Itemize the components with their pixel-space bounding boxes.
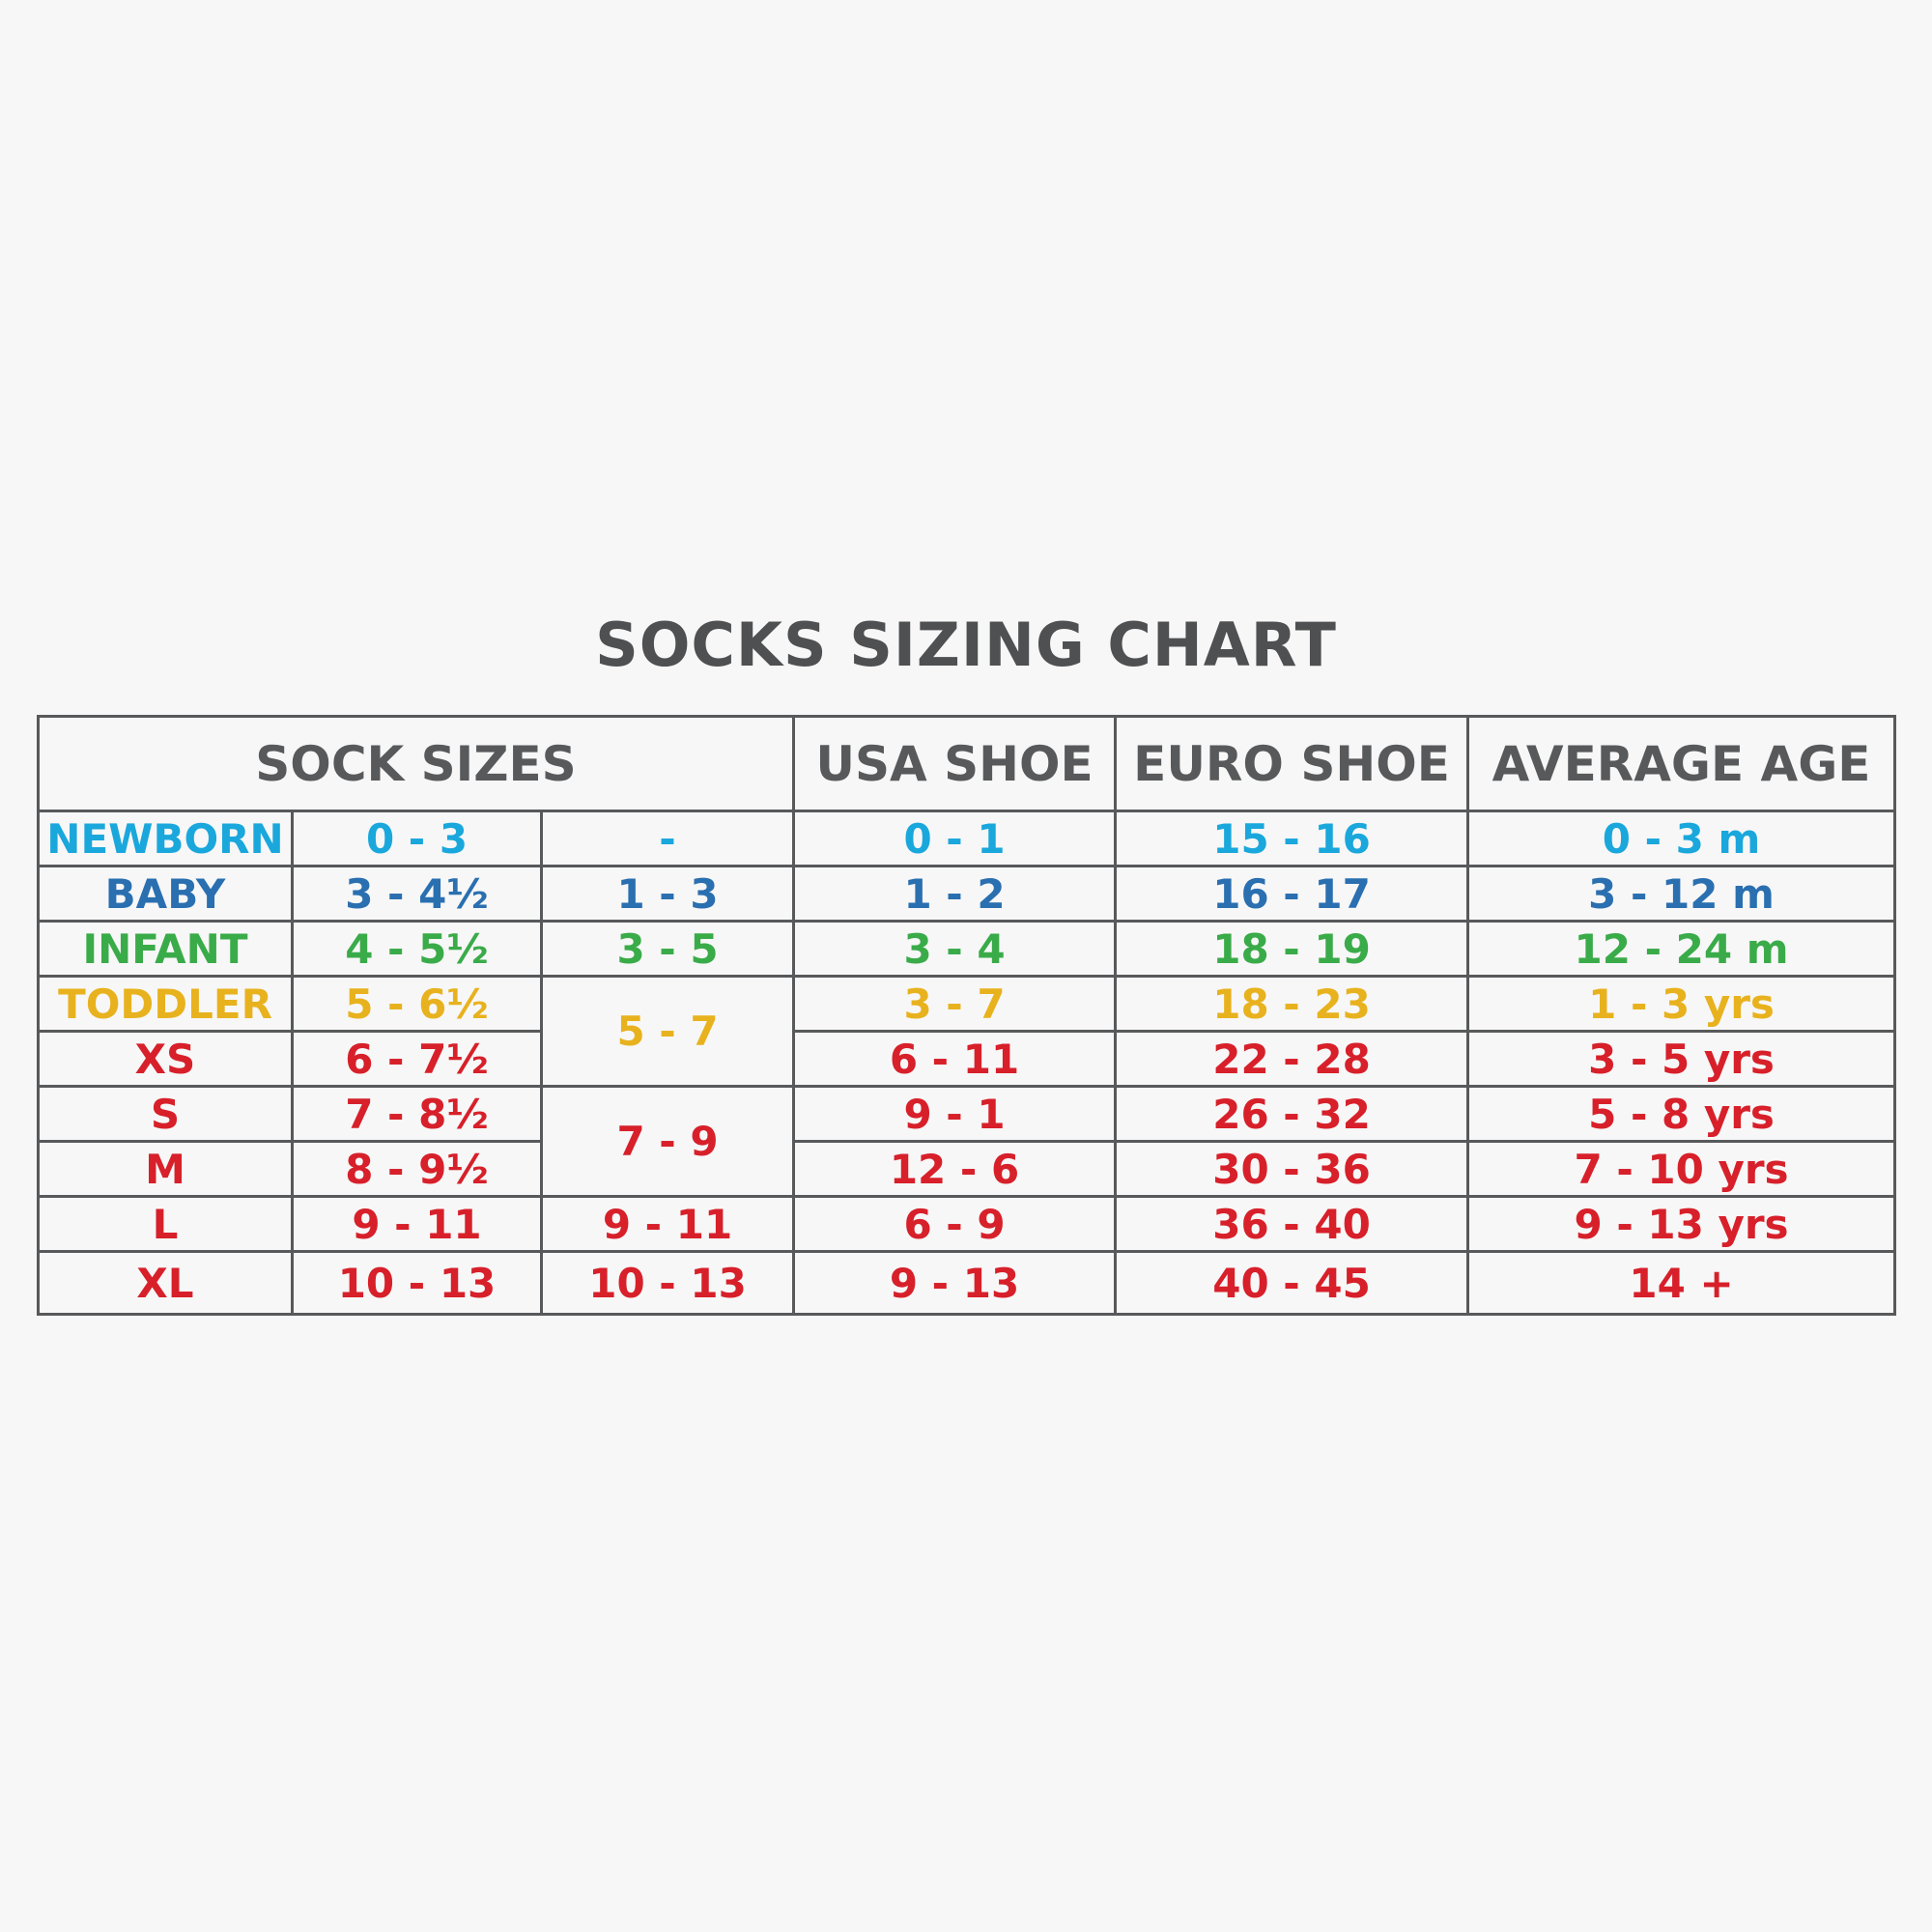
euro-shoe: 15 - 16: [1114, 810, 1470, 867]
usa-shoe: 12 - 6: [792, 1140, 1118, 1198]
table-row: BABY 3 - 4½ 1 - 3 1 - 2 16 - 17 3 - 12 m: [37, 865, 1897, 923]
usa-shoe: 0 - 1: [792, 810, 1118, 867]
table-row: M 8 - 9½ 12 - 6 30 - 36 7 - 10 yrs: [37, 1140, 1897, 1198]
sock-size: 9 - 11: [291, 1195, 543, 1253]
table-row: XL 10 - 13 10 - 13 9 - 13 40 - 45 14 +: [37, 1250, 1897, 1316]
sock-size: 10 - 13: [291, 1250, 543, 1316]
average-age: 3 - 12 m: [1466, 865, 1897, 923]
euro-shoe: 18 - 19: [1114, 920, 1470, 978]
size-label: M: [37, 1140, 294, 1198]
grouped-sock-size: 3 - 5: [539, 920, 796, 978]
sock-size: 0 - 3: [291, 810, 543, 867]
grouped-sock-size: 1 - 3: [539, 865, 796, 923]
usa-shoe: 1 - 2: [792, 865, 1118, 923]
average-age: 3 - 5 yrs: [1466, 1030, 1897, 1088]
table-row: TODDLER 5 - 6½ 5 - 7 3 - 7 18 - 23 1 - 3…: [37, 975, 1897, 1088]
header-usa-shoe: USA SHOE: [792, 715, 1118, 812]
chart-title: SOCKS SIZING CHART: [595, 610, 1337, 680]
usa-shoe: 3 - 7: [792, 975, 1118, 1033]
size-label: XL: [37, 1250, 294, 1316]
header-row: SOCK SIZES USA SHOE EURO SHOE AVERAGE AG…: [36, 715, 1897, 812]
grouped-sock-size: 7 - 9: [539, 1085, 796, 1198]
average-age: 0 - 3 m: [1466, 810, 1897, 867]
average-age: 1 - 3 yrs: [1466, 975, 1897, 1033]
grouped-sock-size: 5 - 7: [539, 975, 796, 1088]
header-sock-sizes: SOCK SIZES: [36, 715, 796, 812]
size-label: INFANT: [37, 920, 294, 978]
table-row: NEWBORN 0 - 3 - 0 - 1 15 - 16 0 - 3 m: [37, 810, 1897, 867]
euro-shoe: 36 - 40: [1114, 1195, 1470, 1253]
usa-shoe: 9 - 13: [792, 1250, 1118, 1316]
grouped-sock-size: -: [539, 810, 796, 867]
size-label: TODDLER: [37, 975, 294, 1033]
grouped-sock-size: 9 - 11: [539, 1195, 796, 1253]
average-age: 9 - 13 yrs: [1466, 1195, 1897, 1253]
euro-shoe: 30 - 36: [1114, 1140, 1470, 1198]
euro-shoe: 18 - 23: [1114, 975, 1470, 1033]
euro-shoe: 26 - 32: [1114, 1085, 1470, 1143]
table-row: INFANT 4 - 5½ 3 - 5 3 - 4 18 - 19 12 - 2…: [37, 920, 1897, 978]
sock-size: 7 - 8½: [291, 1085, 543, 1143]
table-row: S 7 - 8½ 7 - 9 9 - 1 26 - 32 5 - 8 yrs: [37, 1085, 1897, 1198]
sock-size: 5 - 6½: [291, 975, 543, 1033]
size-label: L: [37, 1195, 294, 1253]
size-label: BABY: [37, 865, 294, 923]
sock-size: 4 - 5½: [291, 920, 543, 978]
average-age: 5 - 8 yrs: [1466, 1085, 1897, 1143]
average-age: 14 +: [1466, 1250, 1897, 1316]
usa-shoe: 3 - 4: [792, 920, 1118, 978]
sock-size: 6 - 7½: [291, 1030, 543, 1088]
sizing-table: SOCK SIZES USA SHOE EURO SHOE AVERAGE AG…: [36, 715, 1897, 1316]
size-label: NEWBORN: [37, 810, 294, 867]
usa-shoe: 6 - 9: [792, 1195, 1118, 1253]
header-euro-shoe: EURO SHOE: [1114, 715, 1470, 812]
usa-shoe: 9 - 1: [792, 1085, 1118, 1143]
usa-shoe: 6 - 11: [792, 1030, 1118, 1088]
size-label: XS: [37, 1030, 294, 1088]
euro-shoe: 16 - 17: [1114, 865, 1470, 923]
average-age: 7 - 10 yrs: [1466, 1140, 1897, 1198]
euro-shoe: 22 - 28: [1114, 1030, 1470, 1088]
average-age: 12 - 24 m: [1466, 920, 1897, 978]
table-row: XS 6 - 7½ 6 - 11 22 - 28 3 - 5 yrs: [37, 1030, 1897, 1088]
sock-size: 3 - 4½: [291, 865, 543, 923]
euro-shoe: 40 - 45: [1114, 1250, 1470, 1316]
size-label: S: [37, 1085, 294, 1143]
header-average-age: AVERAGE AGE: [1466, 715, 1897, 812]
table-row: L 9 - 11 9 - 11 6 - 9 36 - 40 9 - 13 yrs: [37, 1195, 1897, 1253]
grouped-sock-size: 10 - 13: [539, 1250, 796, 1316]
sock-size: 8 - 9½: [291, 1140, 543, 1198]
